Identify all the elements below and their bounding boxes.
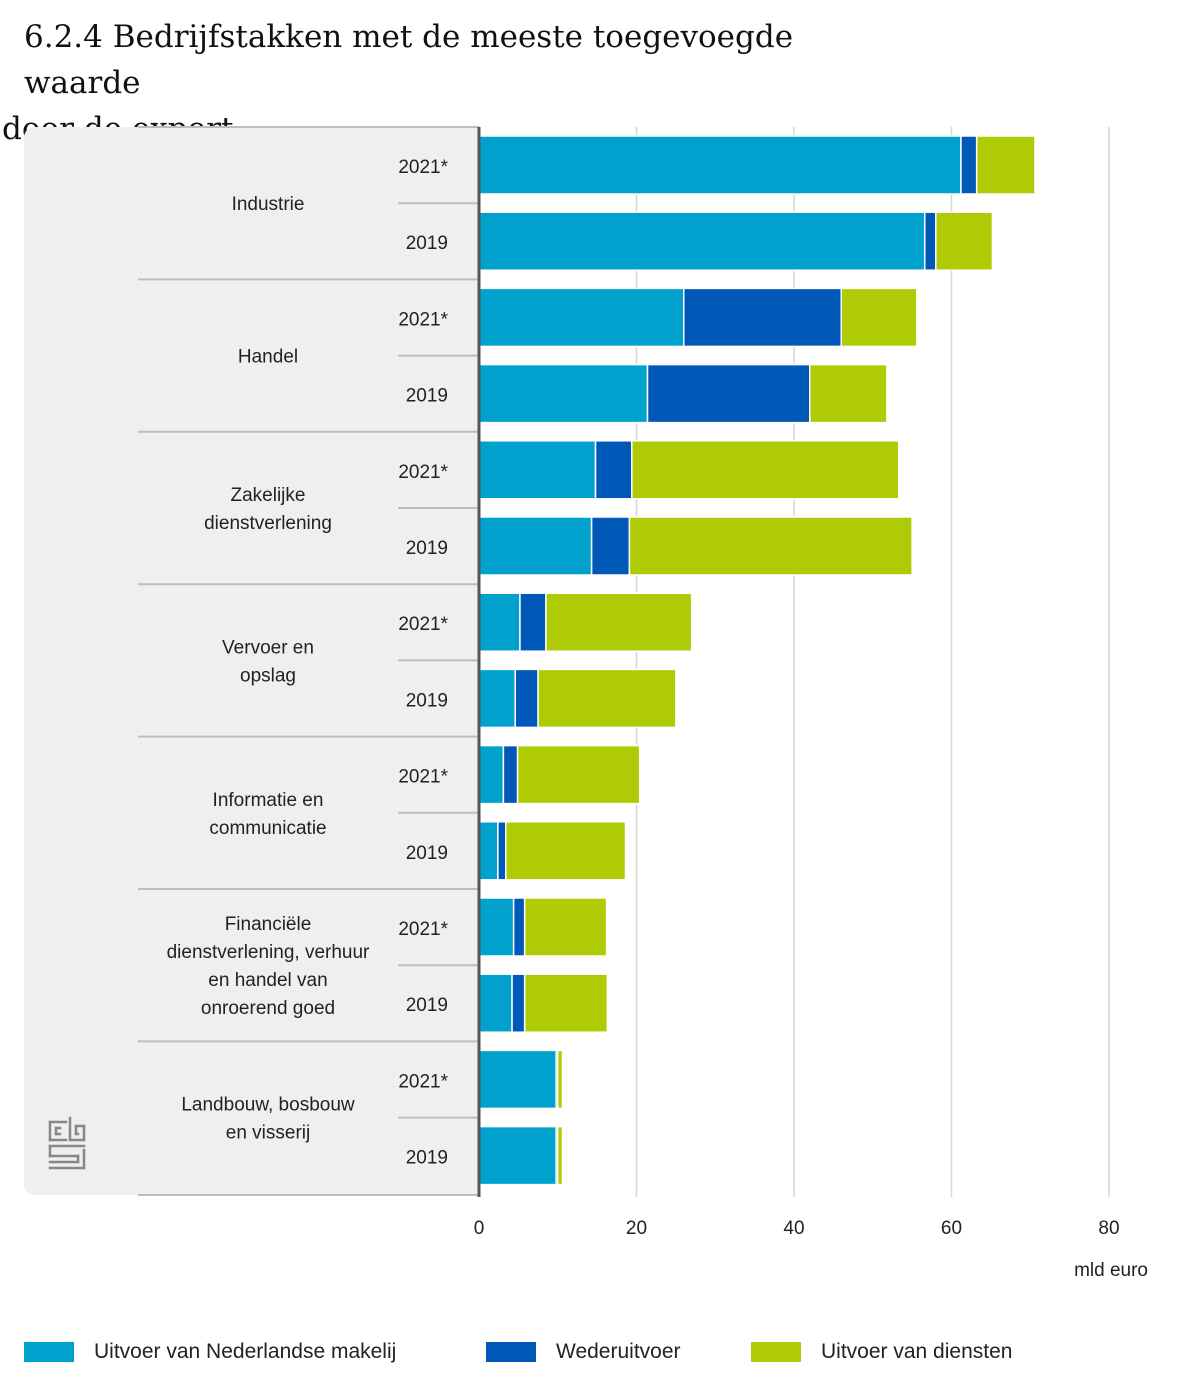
bar-segment [478, 135, 962, 195]
x-axis-label: mld euro [1074, 1260, 1148, 1281]
stacked-bar-chart: Industrie 2021* 2019 Handel 2021* 2019 Zakelij… [24, 126, 1148, 1281]
bar-segment [557, 1049, 564, 1110]
year-label: 2019 [406, 843, 448, 864]
x-tick-label: 0 [474, 1218, 485, 1239]
bar-segment [935, 211, 994, 271]
group-label: Financiële [225, 914, 312, 935]
group-label: Informatie en [213, 790, 324, 811]
group-label: Handel [238, 347, 298, 368]
group-label: Landbouw, bosbouw [181, 1095, 355, 1116]
bar-segment [478, 592, 521, 652]
year-label: 2021* [398, 462, 448, 483]
year-label: 2021* [398, 1071, 448, 1092]
bar-segment [497, 821, 507, 881]
group-label: onroerend goed [201, 998, 335, 1019]
bar-segment [478, 516, 593, 576]
year-label: 2019 [406, 690, 448, 711]
label-panel [24, 127, 479, 1195]
year-label: 2019 [406, 233, 448, 254]
group-label: en visserij [226, 1123, 310, 1144]
bar-segment [809, 363, 888, 424]
legend-item-wederuitvoer: Wederuitvoer [486, 1340, 681, 1364]
chart-title-line-1: 6.2.4 Bedrijfstakken met de meeste toege… [24, 19, 794, 101]
bar-segment [478, 897, 515, 957]
bar-segment [478, 668, 516, 729]
legend-label-wederuitvoer: Wederuitvoer [556, 1340, 681, 1363]
legend-swatch-makelij [24, 1342, 74, 1362]
x-tick-label: 40 [783, 1218, 804, 1239]
bar-segment [512, 897, 526, 957]
bar-segment [478, 1125, 557, 1186]
bar-segment [478, 1049, 557, 1110]
bar-segment [516, 744, 641, 805]
bar-segment [557, 1125, 564, 1186]
bar-segment [923, 211, 937, 271]
bar-segment [478, 363, 649, 424]
bar-segment [478, 744, 505, 805]
group-label: Zakelijke [231, 485, 306, 506]
year-label: 2021* [398, 919, 448, 940]
bar-segment [519, 592, 547, 652]
legend-item-makelij: Uitvoer van Nederlandse makelij [24, 1340, 396, 1364]
bar-segment [628, 516, 913, 576]
bar-segment [505, 821, 627, 881]
bar-segment [523, 973, 609, 1033]
year-label: 2021* [398, 157, 448, 178]
group-label: Industrie [232, 194, 305, 215]
bar-segment [545, 592, 693, 652]
bar-segment [590, 516, 631, 576]
bar-segment [478, 287, 685, 348]
bar-segment [594, 440, 633, 500]
group-label: opslag [240, 665, 296, 686]
group-label: communicatie [209, 818, 326, 839]
legend-label-makelij: Uitvoer van Nederlandse makelij [94, 1340, 397, 1363]
bar-segment [960, 135, 978, 195]
legend-item-diensten: Uitvoer van diensten [751, 1340, 1012, 1364]
bar-segment [478, 211, 926, 271]
x-tick-label: 80 [1098, 1218, 1119, 1239]
legend-swatch-diensten [751, 1342, 801, 1362]
bar-segment [683, 287, 842, 348]
x-tick-label: 20 [626, 1218, 647, 1239]
bar-segment [478, 973, 513, 1033]
group-label: Vervoer en [222, 637, 314, 658]
bar-segment [514, 668, 539, 729]
bar-segment [523, 897, 608, 957]
group-label: dienstverlening [204, 513, 332, 534]
group-label: en handel van [208, 970, 327, 991]
year-label: 2021* [398, 614, 448, 635]
x-tick-label: 60 [941, 1218, 962, 1239]
year-label: 2019 [406, 1148, 448, 1169]
bar-segment [840, 287, 918, 348]
bar-segment [502, 744, 519, 805]
bar-segment [478, 440, 597, 500]
legend-label-diensten: Uitvoer van diensten [821, 1340, 1013, 1363]
bar-segment [631, 440, 900, 500]
year-label: 2021* [398, 309, 448, 330]
year-label: 2021* [398, 767, 448, 788]
cbs-logo [48, 1116, 86, 1170]
legend-swatch-wederuitvoer [486, 1342, 536, 1362]
year-label: 2019 [406, 386, 448, 407]
bar-segment [478, 821, 499, 881]
group-label: dienstverlening, verhuur [167, 942, 370, 963]
bar-segment [646, 363, 811, 424]
chart-legend: Uitvoer van Nederlandse makelij Wederuit… [0, 1340, 1200, 1370]
bar-segment [975, 135, 1036, 195]
year-label: 2019 [406, 995, 448, 1016]
year-label: 2019 [406, 538, 448, 559]
bar-segment [511, 973, 526, 1033]
bar-segment [537, 668, 677, 729]
